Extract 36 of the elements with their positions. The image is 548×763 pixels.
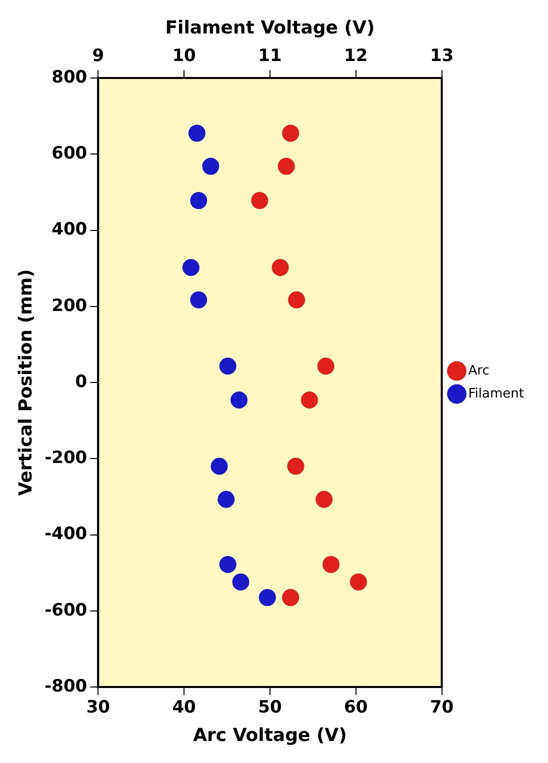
point — [272, 259, 289, 276]
y-tick-label: -400 — [44, 524, 88, 544]
y-tick-label: -600 — [44, 600, 88, 620]
x-axis-title: Arc Voltage (V) — [193, 724, 347, 746]
y-axis-title: Vertical Position (mm) — [15, 269, 36, 496]
x2-tick-label: 11 — [258, 46, 282, 66]
y-tick-label: 200 — [52, 296, 88, 316]
point — [288, 291, 306, 308]
x2-tick-label: 9 — [92, 46, 104, 66]
point — [282, 589, 300, 606]
x2-tick-label: 12 — [344, 46, 368, 66]
y-tick-label: -200 — [44, 448, 88, 468]
point — [251, 192, 268, 210]
y-tick-label: 400 — [52, 220, 88, 240]
point — [316, 490, 333, 508]
x-tick-label: 50 — [258, 698, 282, 718]
y-tick-label: 800 — [52, 67, 88, 88]
x2-tick-label: 10 — [172, 46, 196, 66]
point — [287, 458, 304, 475]
x-tick-label: 70 — [430, 698, 454, 718]
point — [278, 158, 295, 175]
legend-label: Arc — [468, 363, 490, 378]
x-tick-label: 30 — [86, 698, 110, 718]
point — [300, 392, 318, 409]
point — [350, 573, 367, 590]
y-tick-label: -800 — [44, 676, 88, 696]
x-tick-label: 60 — [344, 698, 368, 718]
point — [317, 358, 334, 375]
y-tick-label: 0 — [75, 372, 88, 392]
legend-label: Filament — [468, 386, 524, 402]
point — [282, 124, 300, 142]
x-tick-label: 40 — [172, 698, 196, 718]
x2-tick-label: 13 — [430, 46, 454, 66]
x2-axis-title: Filament Voltage (V) — [165, 17, 375, 38]
y-tick-label: 600 — [52, 144, 88, 164]
point — [322, 556, 340, 573]
